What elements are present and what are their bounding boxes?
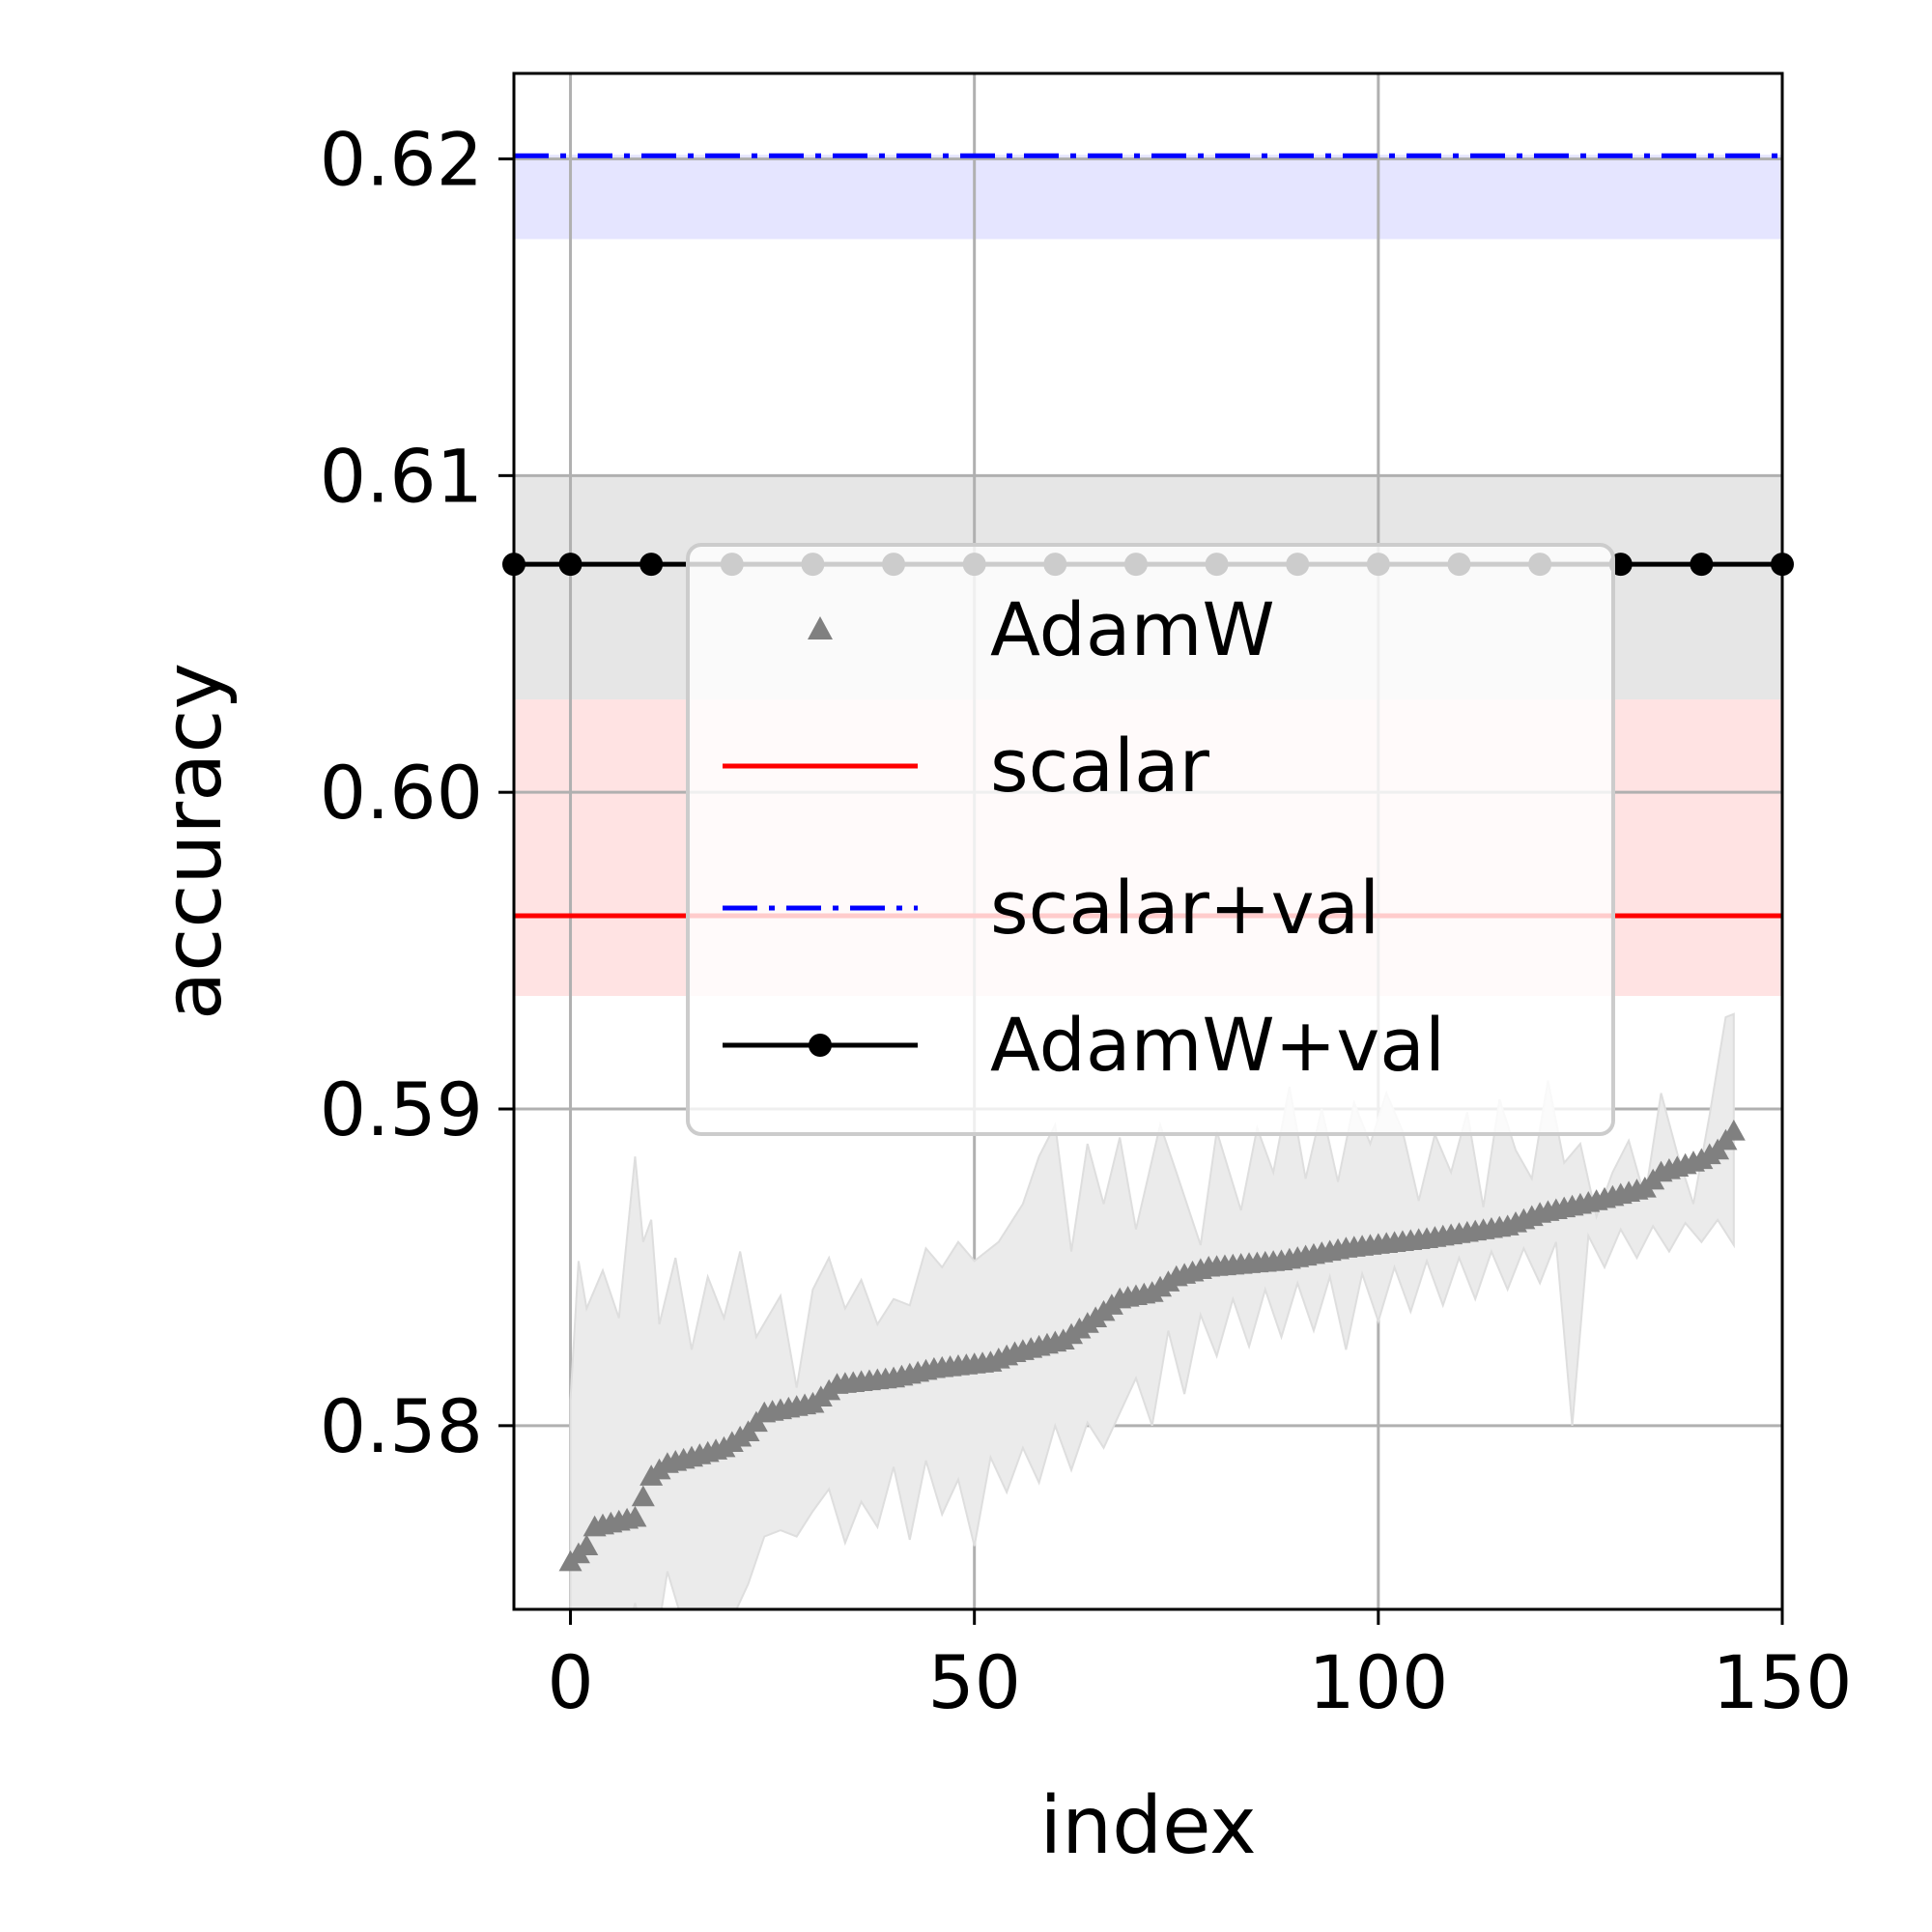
legend: AdamW scalar scalar+val AdamW+val — [686, 543, 1615, 1136]
y-tick-label: 0.61 — [320, 433, 483, 519]
adamw-point — [631, 1485, 655, 1507]
y-tick-label: 0.58 — [320, 1383, 483, 1469]
adamw-point — [623, 1505, 647, 1527]
legend-box — [686, 543, 1615, 1136]
legend-label: AdamW — [990, 586, 1275, 672]
y-tick-label: 0.62 — [320, 117, 483, 203]
plot-frame — [512, 71, 1784, 1611]
x-axis-label: index — [1039, 1780, 1256, 1872]
x-tick-label: 150 — [1712, 1639, 1852, 1725]
y-tick-label: 0.59 — [320, 1066, 483, 1152]
y-axis-label: accuracy — [148, 663, 240, 1020]
adamw-markers — [558, 1119, 1746, 1572]
adamw-variability-band — [569, 1012, 1735, 1609]
adamw-val-marker — [639, 553, 664, 577]
x-axis-ticks: 0 50 100 150 — [547, 1609, 1853, 1725]
band-scalar+val — [513, 155, 1783, 240]
adamw-point — [575, 1534, 599, 1556]
y-tick-label: 0.60 — [320, 750, 483, 836]
x-tick-label: 50 — [927, 1639, 1021, 1725]
legend-label: scalar+val — [990, 865, 1379, 951]
x-tick-label: 0 — [547, 1639, 593, 1725]
y-axis-ticks: 0.58 0.59 0.60 0.61 0.62 — [320, 117, 514, 1469]
legend-handle-adamw-val-dot — [809, 1034, 832, 1057]
adamw-val-marker — [1690, 553, 1714, 577]
legend-handle-adamw — [808, 616, 833, 639]
legend-label: scalar — [990, 723, 1210, 809]
legend-label: AdamW+val — [990, 1002, 1445, 1088]
adamw-point — [1721, 1119, 1746, 1141]
x-tick-label: 100 — [1308, 1639, 1448, 1725]
adamw-val-marker — [558, 553, 582, 577]
adamw-band — [569, 1012, 1735, 1609]
